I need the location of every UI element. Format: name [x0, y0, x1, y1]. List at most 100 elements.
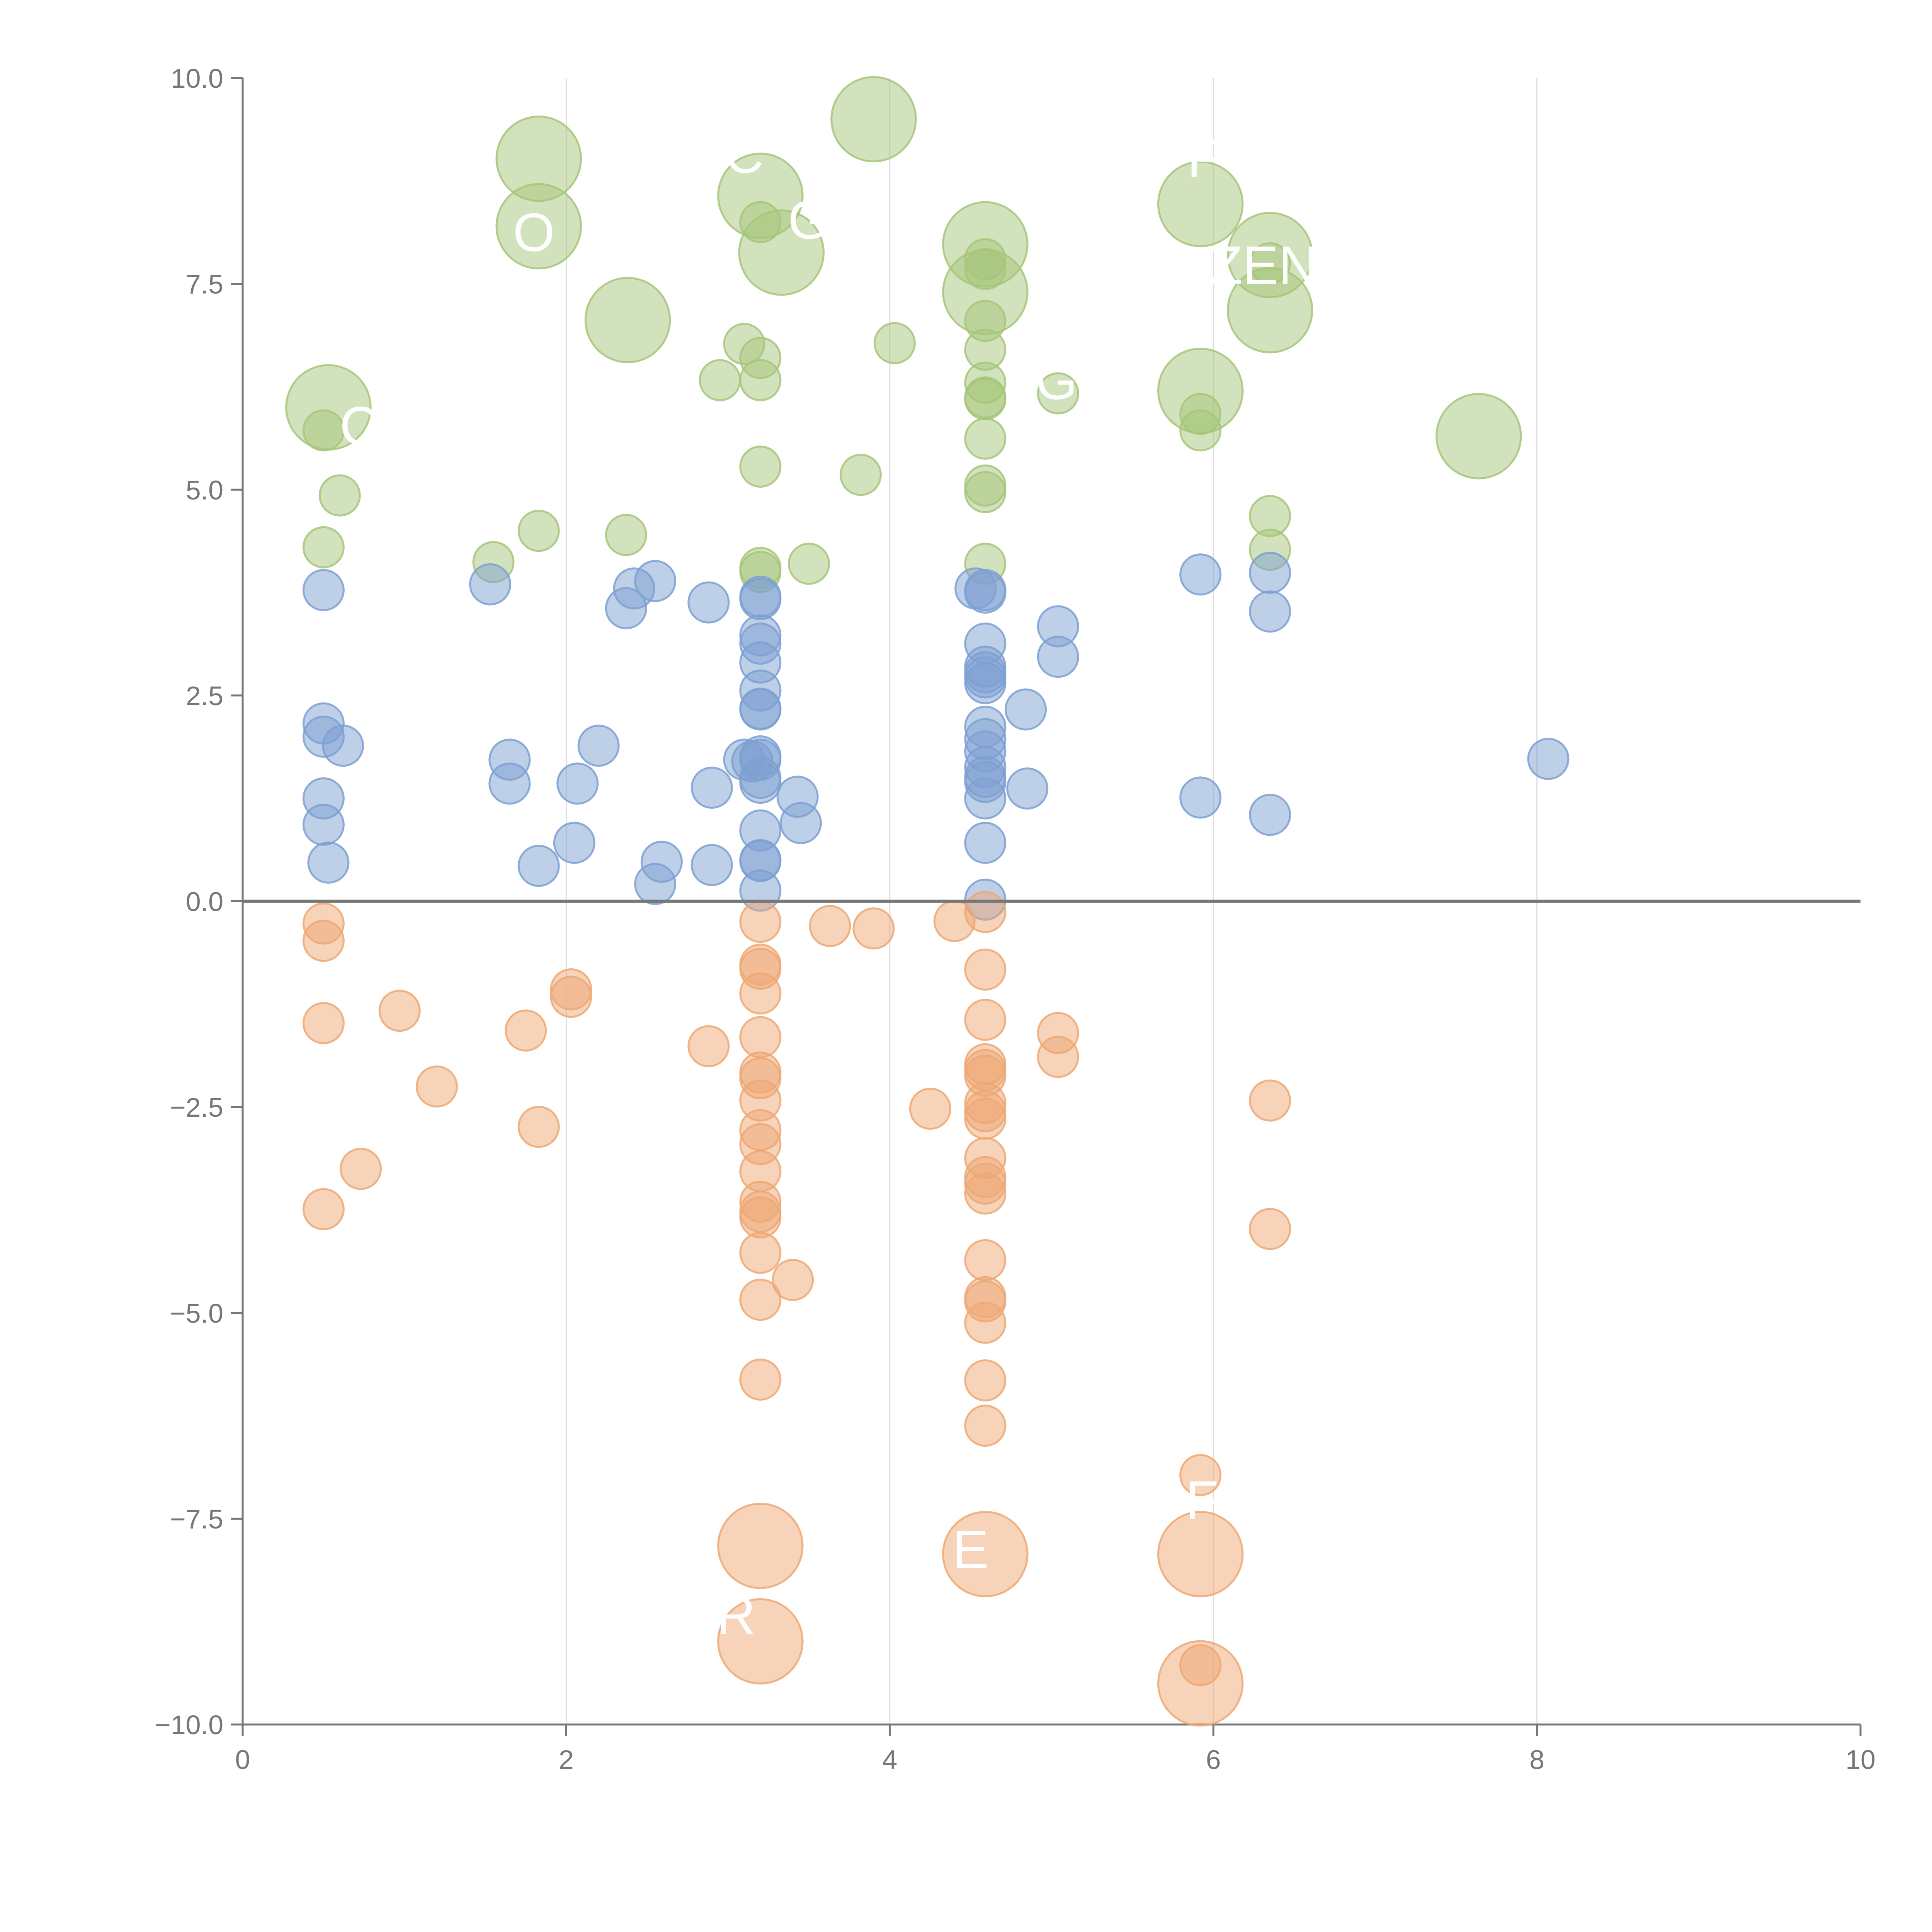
- data-point-middle: [634, 560, 677, 602]
- data-point-middle: [517, 845, 560, 887]
- data-point-top: [1179, 409, 1222, 452]
- y-tick-label: 2.5: [186, 681, 223, 711]
- data-point-bottom: [1179, 1454, 1222, 1496]
- data-point-middle: [1527, 738, 1570, 780]
- data-point-bottom: [1157, 1511, 1244, 1597]
- data-point-bottom: [302, 920, 345, 962]
- data-point-middle: [1249, 590, 1291, 633]
- data-point-bottom: [340, 1148, 382, 1190]
- data-point-middle: [1005, 688, 1047, 731]
- x-tick-label: 2: [559, 1745, 574, 1775]
- data-point-middle: [964, 571, 1007, 614]
- data-point-top: [495, 183, 582, 270]
- data-point-top: [1157, 161, 1244, 247]
- data-point-middle: [1249, 551, 1291, 594]
- data-point-bottom: [550, 976, 592, 1018]
- data-point-bottom: [302, 1002, 345, 1044]
- data-point-bottom: [739, 972, 782, 1015]
- x-tick-label: 0: [235, 1745, 250, 1775]
- data-point-bottom: [505, 1009, 547, 1052]
- x-tick-label: 4: [882, 1745, 897, 1775]
- data-point-bottom: [1157, 1640, 1244, 1727]
- data-point-middle: [739, 762, 782, 804]
- point-label: F: [1185, 1469, 1219, 1530]
- data-point-middle: [1037, 636, 1079, 678]
- data-point-bottom: [739, 1016, 782, 1058]
- data-point-bottom: [964, 891, 1007, 933]
- data-point-middle: [302, 803, 345, 846]
- data-point-middle: [307, 841, 350, 884]
- data-point-bottom: [739, 1279, 782, 1321]
- data-point-middle: [964, 662, 1007, 704]
- y-tick-label: 10.0: [171, 63, 223, 94]
- data-point-top: [873, 322, 916, 364]
- data-point-middle: [690, 766, 733, 809]
- data-point-middle: [469, 563, 512, 605]
- data-point-middle: [322, 724, 364, 767]
- y-tick-label: 7.5: [186, 269, 223, 299]
- data-point-top: [699, 359, 741, 401]
- data-point-bottom: [517, 1105, 560, 1148]
- data-point-top: [964, 378, 1007, 420]
- point-label: G: [1036, 350, 1078, 411]
- y-tick-label: −5.0: [170, 1298, 223, 1328]
- data-point-top: [964, 417, 1007, 460]
- data-point-bottom: [739, 901, 782, 943]
- x-tick-label: 8: [1529, 1745, 1544, 1775]
- data-point-middle: [687, 581, 730, 624]
- data-point-bottom: [852, 907, 895, 950]
- data-point-bottom: [1037, 1036, 1079, 1078]
- point-label: C: [724, 124, 764, 184]
- y-tick-label: 0.0: [186, 887, 223, 917]
- data-point-bottom: [942, 1511, 1029, 1597]
- data-point-middle: [577, 724, 620, 767]
- data-point-bottom: [772, 1259, 814, 1301]
- data-point-middle: [780, 802, 822, 844]
- data-point-bottom: [1249, 1208, 1291, 1250]
- data-point-bottom: [739, 1196, 782, 1239]
- data-point-bottom: [964, 1301, 1007, 1344]
- data-point-top: [964, 248, 1007, 290]
- data-point-top: [584, 277, 671, 364]
- data-point-bottom: [378, 990, 421, 1032]
- data-point-middle: [1249, 794, 1291, 836]
- data-point-bottom: [415, 1065, 458, 1108]
- data-point-bottom: [687, 1025, 730, 1067]
- data-point-top: [839, 454, 882, 496]
- data-point-top: [964, 471, 1007, 514]
- data-point-bottom: [964, 998, 1007, 1041]
- data-point-top: [605, 514, 647, 556]
- data-point-top: [830, 76, 917, 163]
- y-tick-label: −10.0: [155, 1710, 223, 1740]
- data-point-bottom: [964, 1405, 1007, 1447]
- data-point-bottom: [717, 1502, 804, 1589]
- point-label: C: [340, 395, 379, 456]
- data-point-top: [302, 409, 345, 452]
- point-label: E: [952, 1519, 988, 1580]
- data-point-top: [739, 446, 782, 488]
- data-point-bottom: [809, 905, 851, 947]
- data-point-middle: [739, 578, 782, 621]
- data-point-middle: [690, 844, 733, 886]
- data-point-top: [1435, 393, 1522, 480]
- data-point-top: [517, 510, 560, 552]
- data-point-bottom: [1249, 1079, 1291, 1122]
- data-point-top: [738, 209, 825, 296]
- data-point-top: [318, 474, 361, 517]
- data-point-bottom: [739, 1358, 782, 1401]
- data-point-bottom: [964, 1359, 1007, 1401]
- y-tick-label: −7.5: [170, 1504, 223, 1534]
- data-point-middle: [605, 587, 647, 629]
- point-label: F: [1187, 128, 1220, 189]
- data-point-middle: [964, 821, 1007, 864]
- data-point-middle: [553, 821, 595, 864]
- point-label: ZEN: [1209, 235, 1318, 296]
- y-tick-label: −2.5: [170, 1092, 223, 1122]
- data-point-bottom: [964, 948, 1007, 991]
- data-point-bottom: [964, 1239, 1007, 1281]
- data-point-bottom: [717, 1598, 804, 1685]
- data-point-middle: [556, 762, 599, 805]
- x-tick-label: 6: [1206, 1745, 1221, 1775]
